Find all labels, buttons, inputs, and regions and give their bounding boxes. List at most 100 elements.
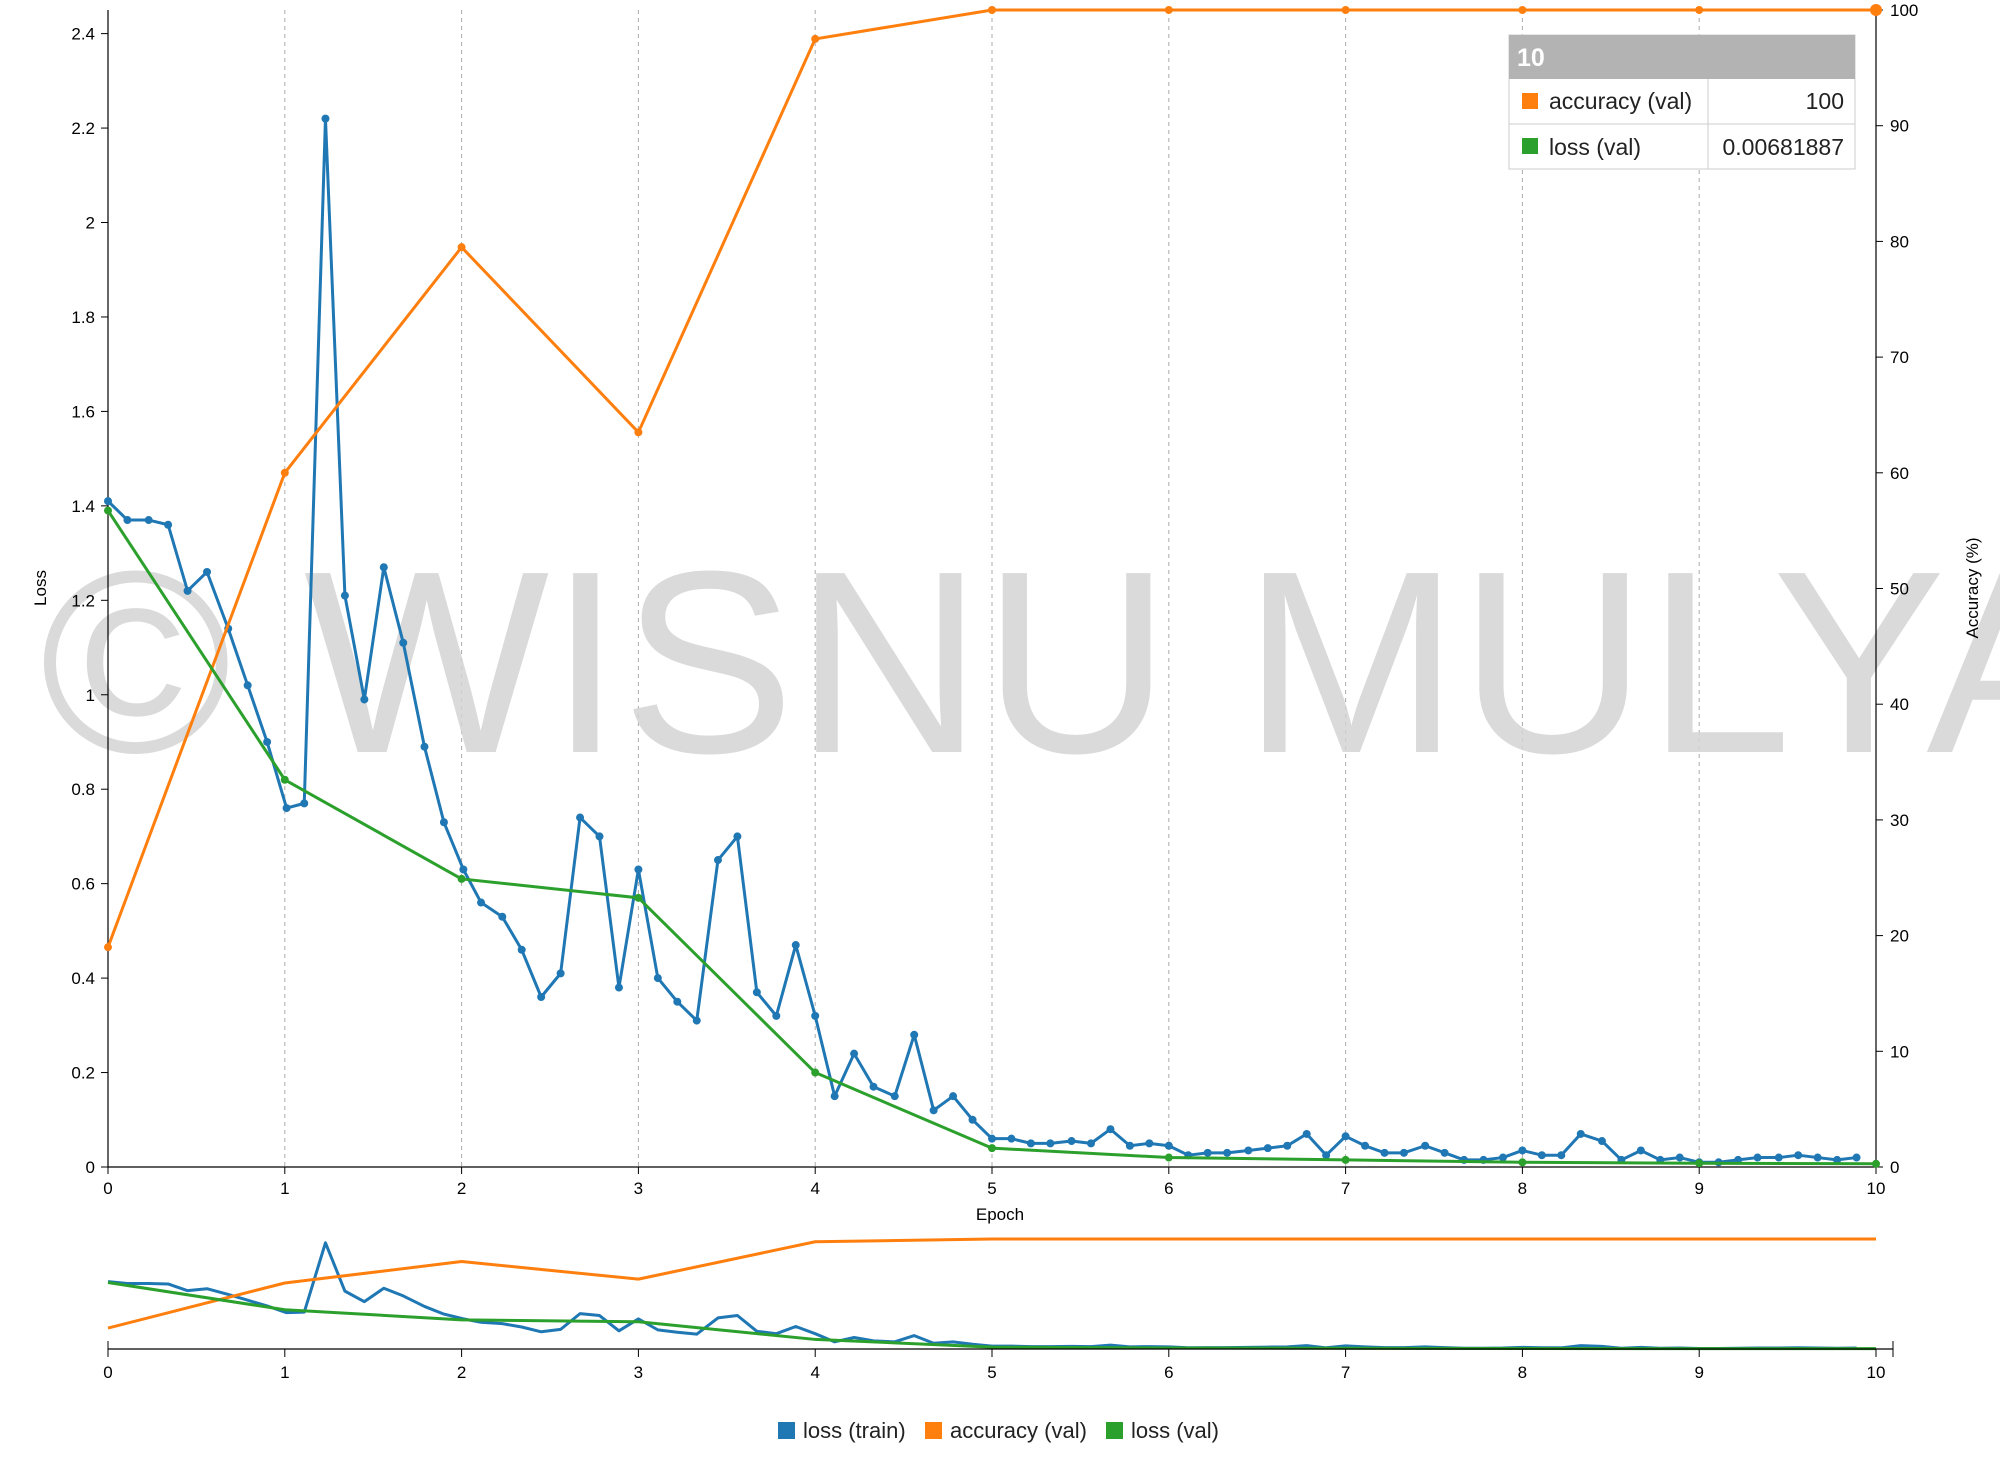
point-loss-val-0 [104, 506, 112, 515]
x-tick-label-9: 9 [1694, 1179, 1703, 1198]
tooltip-label-accuracy-val: accuracy (val) [1549, 88, 1692, 114]
point-accuracy-val-8 [1518, 6, 1527, 14]
point-loss-train-86 [1794, 1151, 1803, 1160]
point-loss-train-2 [144, 516, 153, 525]
y-tick-label-1.2: 1.2 [71, 591, 95, 610]
x-tick-label-8: 8 [1518, 1179, 1527, 1198]
navigator-line-accuracy-val [107, 1237, 1876, 1330]
point-loss-train-74 [1557, 1151, 1566, 1160]
point-loss-train-64 [1361, 1141, 1370, 1150]
navigator-tick-label-5: 5 [987, 1363, 996, 1382]
point-accuracy-val-3 [634, 428, 643, 437]
y2-tick-label-70: 70 [1890, 348, 1909, 367]
tooltip-swatch-loss-val [1522, 138, 1538, 154]
tooltip-value-accuracy-val: 100 [1806, 88, 1844, 114]
y2-tick-label-0: 0 [1890, 1158, 1899, 1177]
point-loss-train-3 [164, 520, 173, 529]
point-loss-val-3 [634, 893, 643, 902]
x-tick-label-1: 1 [280, 1179, 289, 1198]
y2-tick-label-80: 80 [1890, 232, 1909, 251]
point-loss-train-5 [203, 567, 212, 576]
point-loss-train-33 [752, 988, 761, 997]
point-loss-train-20 [498, 912, 507, 921]
y-tick-label-1.4: 1.4 [71, 497, 95, 516]
y-tick-label-0.2: 0.2 [71, 1064, 95, 1083]
navigator-tick-label-8: 8 [1518, 1363, 1527, 1382]
x-tick-label-3: 3 [634, 1179, 643, 1198]
point-loss-train-87 [1813, 1153, 1822, 1162]
navigator-tick-label-10: 10 [1867, 1363, 1886, 1382]
chart-axes: 0 1 2 3 4 5 6 7 8 9 1000.20.40.60.811.21.41.61.822… [71, 1, 1918, 1198]
point-loss-train-67 [1421, 1141, 1430, 1150]
legend-swatch-loss-train [778, 1422, 795, 1439]
x-tick-label-0: 0 [103, 1179, 112, 1198]
legend-label-loss-train: loss (train) [803, 1418, 906, 1443]
point-loss-train-15 [399, 638, 408, 647]
point-loss-train-50 [1087, 1139, 1096, 1148]
series-line-loss-train [106, 117, 1857, 1164]
point-loss-val-10 [1872, 1159, 1880, 1168]
point-loss-train-24 [576, 813, 585, 822]
navigator-tick-label-3: 3 [634, 1363, 643, 1382]
point-loss-train-59 [1263, 1144, 1272, 1153]
point-loss-train-65 [1380, 1148, 1389, 1157]
point-loss-train-85 [1774, 1153, 1783, 1162]
point-loss-train-48 [1046, 1139, 1055, 1148]
point-loss-val-5 [988, 1144, 996, 1153]
range-navigator[interactable]: 0 1 2 3 4 5 6 7 8 9 10 [103, 1237, 1894, 1382]
point-loss-train-16 [420, 742, 429, 751]
y-tick-label-2: 2 [86, 214, 95, 233]
y-tick-label-1: 1 [86, 686, 95, 705]
x-axis-label: Epoch [976, 1205, 1024, 1224]
point-loss-train-25 [595, 832, 604, 841]
point-loss-train-12 [340, 591, 349, 600]
point-loss-train-73 [1537, 1151, 1546, 1160]
point-loss-train-36 [811, 1011, 820, 1020]
x-tick-label-6: 6 [1164, 1179, 1173, 1198]
point-loss-train-21 [517, 945, 526, 954]
legend-swatch-loss-val [1106, 1422, 1123, 1439]
navigator-tick-label-7: 7 [1341, 1363, 1350, 1382]
y-axis-label: Loss [31, 570, 50, 606]
point-loss-train-37 [830, 1092, 839, 1101]
y2-tick-label-30: 30 [1890, 811, 1909, 830]
point-loss-train-40 [890, 1092, 899, 1101]
navigator-tick-label-0: 0 [103, 1363, 112, 1382]
point-loss-train-51 [1106, 1125, 1115, 1134]
point-loss-train-49 [1067, 1137, 1076, 1146]
point-accuracy-val-5 [988, 6, 996, 14]
tooltip-header [1509, 35, 1855, 79]
point-loss-train-66 [1399, 1148, 1408, 1157]
point-loss-train-19 [477, 898, 486, 907]
point-loss-train-76 [1597, 1137, 1606, 1146]
point-loss-train-52 [1125, 1141, 1134, 1150]
point-loss-train-18 [459, 865, 468, 874]
navigator-line-loss-val [107, 1281, 1877, 1351]
navigator-tick-label-9: 9 [1694, 1363, 1703, 1382]
point-loss-train-80 [1675, 1153, 1684, 1162]
point-loss-val-4 [811, 1068, 820, 1077]
point-loss-train-88 [1833, 1155, 1842, 1164]
point-accuracy-val-7 [1341, 6, 1350, 14]
point-loss-train-84 [1753, 1153, 1762, 1162]
point-accuracy-val-6 [1164, 6, 1173, 14]
point-loss-train-26 [614, 983, 623, 992]
y-tick-label-2.4: 2.4 [71, 25, 95, 44]
point-loss-train-35 [791, 941, 800, 950]
point-loss-val-7 [1341, 1155, 1350, 1164]
point-loss-train-27 [634, 865, 643, 874]
point-loss-train-43 [949, 1092, 958, 1101]
tooltip-swatch-accuracy-val [1522, 93, 1538, 109]
point-loss-val-6 [1164, 1153, 1173, 1162]
y-tick-label-1.6: 1.6 [71, 402, 95, 421]
point-loss-train-72 [1518, 1146, 1527, 1155]
navigator-tick-label-1: 1 [280, 1363, 289, 1382]
navigator-tick-label-6: 6 [1164, 1363, 1173, 1382]
watermark-text: © WISNU MULYA [40, 518, 2000, 808]
y-tick-label-1.8: 1.8 [71, 308, 95, 327]
legend-label-accuracy-val: accuracy (val) [950, 1418, 1087, 1443]
point-loss-val-8 [1518, 1158, 1527, 1167]
point-loss-train-8 [263, 737, 272, 746]
point-loss-train-34 [772, 1011, 781, 1020]
point-accuracy-val-10 [1870, 4, 1882, 16]
